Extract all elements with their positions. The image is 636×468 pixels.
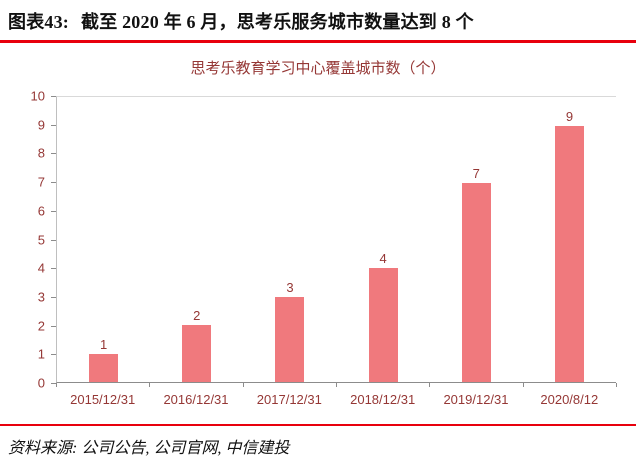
bar-value-label: 1 bbox=[99, 336, 108, 352]
x-tick-label: 2020/8/12 bbox=[540, 392, 599, 407]
bar bbox=[182, 325, 212, 382]
x-axis: 2015/12/31 2016/12/31 2017/12/31 2018/12/31… bbox=[56, 383, 617, 428]
x-tick-mark bbox=[149, 383, 151, 387]
y-tick-label: 2 bbox=[37, 318, 45, 334]
figure-number: 图表43: bbox=[8, 12, 69, 32]
x-tick-label: 2016/12/31 bbox=[163, 392, 229, 407]
y-tick-label: 6 bbox=[37, 203, 45, 219]
bars: 1 2 3 4 7 9 bbox=[57, 97, 616, 382]
y-tick-mark bbox=[51, 124, 56, 126]
y-tick-mark bbox=[51, 325, 56, 327]
bar-group: 4 bbox=[337, 97, 430, 382]
bar bbox=[89, 353, 119, 382]
source-note: 资料来源: 公司公告, 公司官网, 中信建投 bbox=[8, 440, 290, 457]
y-tick-label: 0 bbox=[37, 375, 45, 391]
y-tick-label: 1 bbox=[37, 346, 45, 362]
bar-group: 7 bbox=[430, 97, 523, 382]
bar-value-label: 4 bbox=[379, 251, 387, 266]
figure-header: 图表43: 截至 2020 年 6 月，思考乐服务城市数量达到 8 个 bbox=[0, 0, 636, 34]
bar-group: 2 bbox=[150, 97, 243, 382]
y-axis: 10 9 8 7 6 5 4 3 2 1 0 bbox=[16, 90, 56, 390]
x-tick-mark bbox=[242, 383, 244, 387]
x-tick-mark bbox=[522, 383, 524, 387]
bar-value-label: 7 bbox=[472, 165, 480, 181]
bar-group: 9 bbox=[523, 97, 616, 382]
x-tick-mark bbox=[56, 383, 57, 387]
y-tick-mark bbox=[51, 296, 56, 298]
figure-title: 截至 2020 年 6 月，思考乐服务城市数量达到 8 个 bbox=[81, 12, 474, 32]
x-tick-label: 2018/12/31 bbox=[350, 392, 416, 407]
header-divider bbox=[0, 40, 636, 43]
y-tick-label: 8 bbox=[37, 145, 45, 161]
y-tick-mark bbox=[51, 354, 56, 356]
y-tick-mark bbox=[51, 239, 56, 241]
x-tick-label: 2015/12/31 bbox=[70, 392, 136, 407]
bar-group: 3 bbox=[243, 97, 336, 382]
y-tick-label: 4 bbox=[37, 260, 45, 276]
bar bbox=[461, 182, 491, 382]
chart-title: 思考乐教育学习中心覆盖城市数（个） bbox=[190, 60, 446, 77]
y-tick-mark bbox=[51, 383, 56, 384]
y-tick-label: 9 bbox=[37, 117, 45, 133]
bar-group: 1 bbox=[57, 97, 150, 382]
y-tick-mark bbox=[51, 268, 56, 270]
bar-value-label: 9 bbox=[565, 108, 574, 124]
y-tick-label: 3 bbox=[37, 289, 45, 305]
y-tick-label: 10 bbox=[30, 88, 45, 104]
bar bbox=[554, 125, 584, 382]
footer-divider bbox=[0, 424, 636, 426]
bar bbox=[368, 268, 398, 382]
y-tick-mark bbox=[51, 210, 56, 212]
bar-value-label: 2 bbox=[193, 308, 201, 323]
y-tick-mark bbox=[51, 182, 56, 184]
x-tick-label: 2019/12/31 bbox=[443, 392, 509, 407]
x-tick-mark bbox=[616, 383, 617, 387]
plot-area: 1 2 3 4 7 9 bbox=[56, 96, 616, 383]
x-tick-mark bbox=[336, 383, 337, 387]
y-tick-label: 5 bbox=[37, 232, 45, 247]
bar-value-label: 3 bbox=[286, 279, 294, 295]
y-tick-mark bbox=[51, 153, 56, 155]
y-tick-mark bbox=[51, 96, 56, 97]
bar bbox=[275, 296, 305, 382]
x-tick-mark bbox=[429, 383, 431, 387]
y-tick-label: 7 bbox=[37, 174, 45, 190]
x-tick-label: 2017/12/31 bbox=[256, 392, 322, 407]
